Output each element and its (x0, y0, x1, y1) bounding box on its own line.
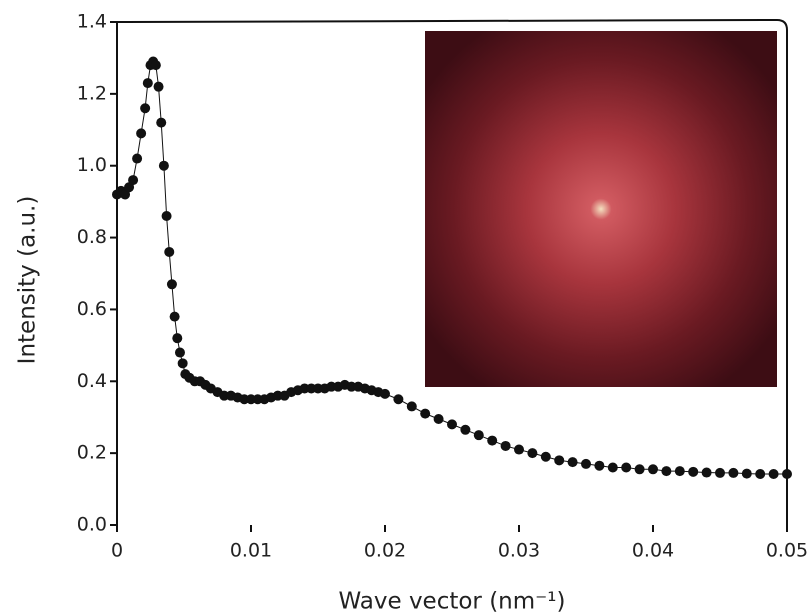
data-point (150, 60, 161, 71)
y-tick-label: 0.6 (77, 298, 107, 320)
data-point (158, 160, 169, 171)
data-point (661, 466, 672, 477)
x-tick-label: 0.02 (364, 540, 406, 562)
data-point (648, 464, 658, 475)
data-point (768, 468, 779, 479)
data-point (447, 419, 457, 430)
y-tick-label: 1.0 (77, 154, 107, 176)
data-point (500, 440, 511, 451)
data-point (156, 117, 167, 128)
data-point (728, 467, 739, 478)
data-point (567, 457, 578, 468)
y-tick-label: 1.2 (77, 82, 107, 104)
data-point (420, 408, 431, 419)
data-point (174, 347, 185, 358)
data-point (540, 451, 551, 462)
data-point (688, 466, 699, 477)
data-point (406, 401, 417, 412)
x-tick-label: 0.03 (498, 540, 540, 562)
data-point (142, 78, 153, 89)
data-point (674, 466, 685, 477)
data-point (621, 462, 632, 473)
data-point (128, 175, 139, 186)
data-point (527, 448, 538, 459)
data-point (460, 424, 471, 435)
data-point (433, 414, 444, 425)
data-point (755, 468, 766, 479)
data-point (514, 444, 524, 455)
data-point (634, 464, 645, 475)
x-axis-label: Wave vector (nm⁻¹) (339, 589, 566, 615)
data-point (487, 435, 498, 446)
data-point (581, 458, 591, 469)
x-tick-label: 0.04 (632, 540, 674, 562)
data-point (172, 333, 183, 344)
y-tick-label: 0.4 (77, 370, 107, 392)
data-point (177, 358, 188, 369)
data-point (701, 467, 712, 478)
data-point (473, 430, 484, 441)
data-point (782, 468, 792, 479)
data-point (554, 455, 565, 466)
data-point (380, 388, 390, 399)
inset-image (425, 31, 777, 387)
data-point (169, 311, 180, 322)
y-tick-label: 0.2 (77, 442, 107, 464)
x-tick-label: 0 (111, 540, 123, 562)
data-point (164, 246, 175, 257)
data-point (140, 103, 151, 114)
data-point (715, 467, 725, 478)
data-point (136, 128, 147, 139)
y-tick-label: 0.8 (77, 226, 107, 248)
y-tick-label: 0.0 (77, 514, 107, 536)
data-point (393, 394, 404, 405)
data-point (594, 460, 605, 471)
data-point (607, 462, 618, 473)
plot-frame (116, 18, 788, 525)
y-tick-label: 1.4 (77, 11, 107, 33)
data-point (166, 279, 177, 290)
y-axis-label: Intensity (a.u.) (15, 196, 41, 365)
data-point (153, 81, 164, 92)
x-tick-label: 0.01 (230, 540, 272, 562)
data-point (741, 468, 752, 479)
data-point (132, 153, 143, 164)
x-tick-label: 0.05 (766, 540, 808, 562)
data-point (161, 211, 172, 222)
